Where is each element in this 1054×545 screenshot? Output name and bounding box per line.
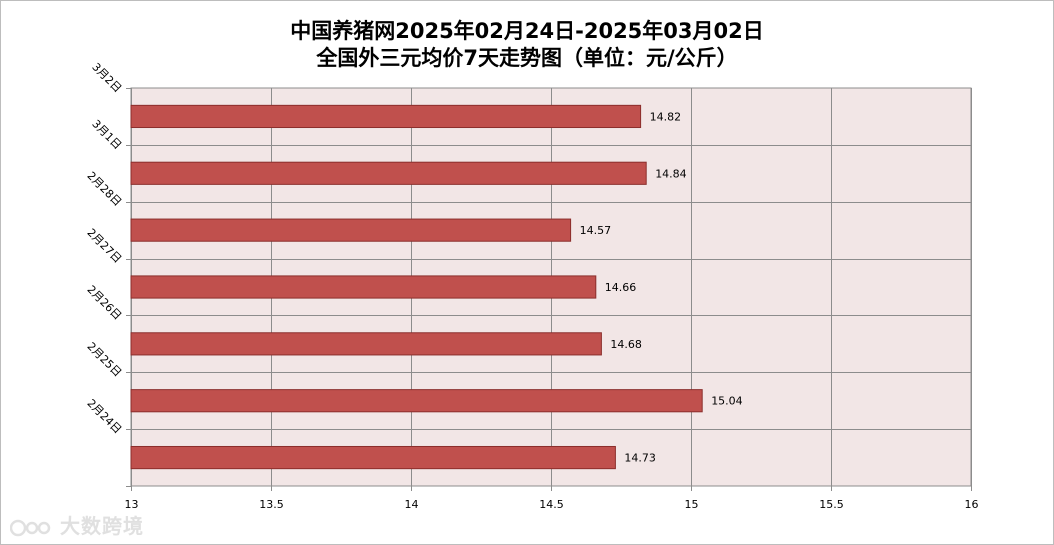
bar bbox=[130, 445, 616, 470]
bar bbox=[130, 161, 647, 185]
chart-title: 中国养猪网2025年02月24日-2025年03月02日 全国外三元均价7天走势… bbox=[0, 18, 1054, 72]
data-label: 14.66 bbox=[605, 281, 637, 294]
y-tick-label: 2月25日 bbox=[84, 340, 124, 380]
bar bbox=[130, 332, 602, 356]
y-tick-label: 3月1日 bbox=[89, 117, 124, 152]
x-tick-label: 13.5 bbox=[259, 498, 284, 511]
x-tick-label: 16 bbox=[965, 498, 979, 511]
bar bbox=[130, 275, 597, 299]
data-label: 14.68 bbox=[610, 338, 642, 351]
watermark-logo-icon bbox=[10, 519, 51, 536]
data-label: 14.73 bbox=[624, 452, 656, 465]
bar bbox=[130, 218, 572, 242]
x-tick-label: 13 bbox=[125, 498, 139, 511]
x-tick-label: 15.5 bbox=[819, 498, 844, 511]
y-tick-label: 3月2日 bbox=[89, 60, 124, 95]
y-tick-label: 2月24日 bbox=[84, 397, 124, 437]
watermark: 大数跨境 bbox=[10, 510, 144, 539]
bar bbox=[130, 389, 703, 413]
data-label: 14.57 bbox=[580, 224, 612, 237]
data-label: 14.82 bbox=[650, 110, 682, 123]
bar bbox=[130, 104, 642, 129]
chart-title-line-1: 中国养猪网2025年02月24日-2025年03月02日 bbox=[290, 19, 764, 43]
y-tick-label: 2月26日 bbox=[84, 283, 124, 323]
x-tick-label: 14 bbox=[405, 498, 419, 511]
y-tick-label: 2月27日 bbox=[84, 226, 124, 266]
x-tick-label: 15 bbox=[685, 498, 699, 511]
y-tick-label: 2月28日 bbox=[84, 169, 124, 209]
data-label: 14.84 bbox=[655, 167, 687, 180]
watermark-text: 大数跨境 bbox=[59, 514, 144, 538]
data-label: 15.04 bbox=[711, 395, 743, 408]
x-tick-label: 14.5 bbox=[539, 498, 564, 511]
chart-title-line-2: 全国外三元均价7天走势图（单位：元/公斤） bbox=[316, 46, 738, 70]
